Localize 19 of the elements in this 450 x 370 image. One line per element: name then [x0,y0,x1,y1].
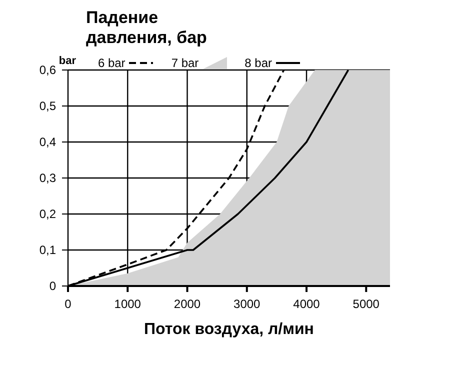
y-tick-label: 0,3 [39,171,56,185]
x-tick-label: 0 [64,297,72,311]
x-axis-title: Поток воздуха, л/мин [144,321,314,338]
y-tick-label: 0 [49,279,56,293]
y-axis-title: bar [58,54,77,67]
y-tick-label: 0,6 [39,63,56,77]
y-tick-label: 0,1 [39,243,56,257]
x-tick-label: 4000 [293,297,320,311]
legend-label: 7 bar [171,56,199,70]
y-tick-label: 0,4 [39,135,56,149]
legend-label: 8 bar [244,56,272,70]
chart-title: Падение давления, бар [86,8,208,48]
y-tick-label: 0,5 [39,99,56,113]
x-tick-label: 2000 [174,297,201,311]
x-tick-label: 1000 [114,297,142,311]
x-tick-label: 5000 [352,297,380,311]
legend-label: 6 bar [98,56,126,70]
y-tick-label: 0,2 [39,207,56,221]
x-tick-label: 3000 [234,297,261,311]
